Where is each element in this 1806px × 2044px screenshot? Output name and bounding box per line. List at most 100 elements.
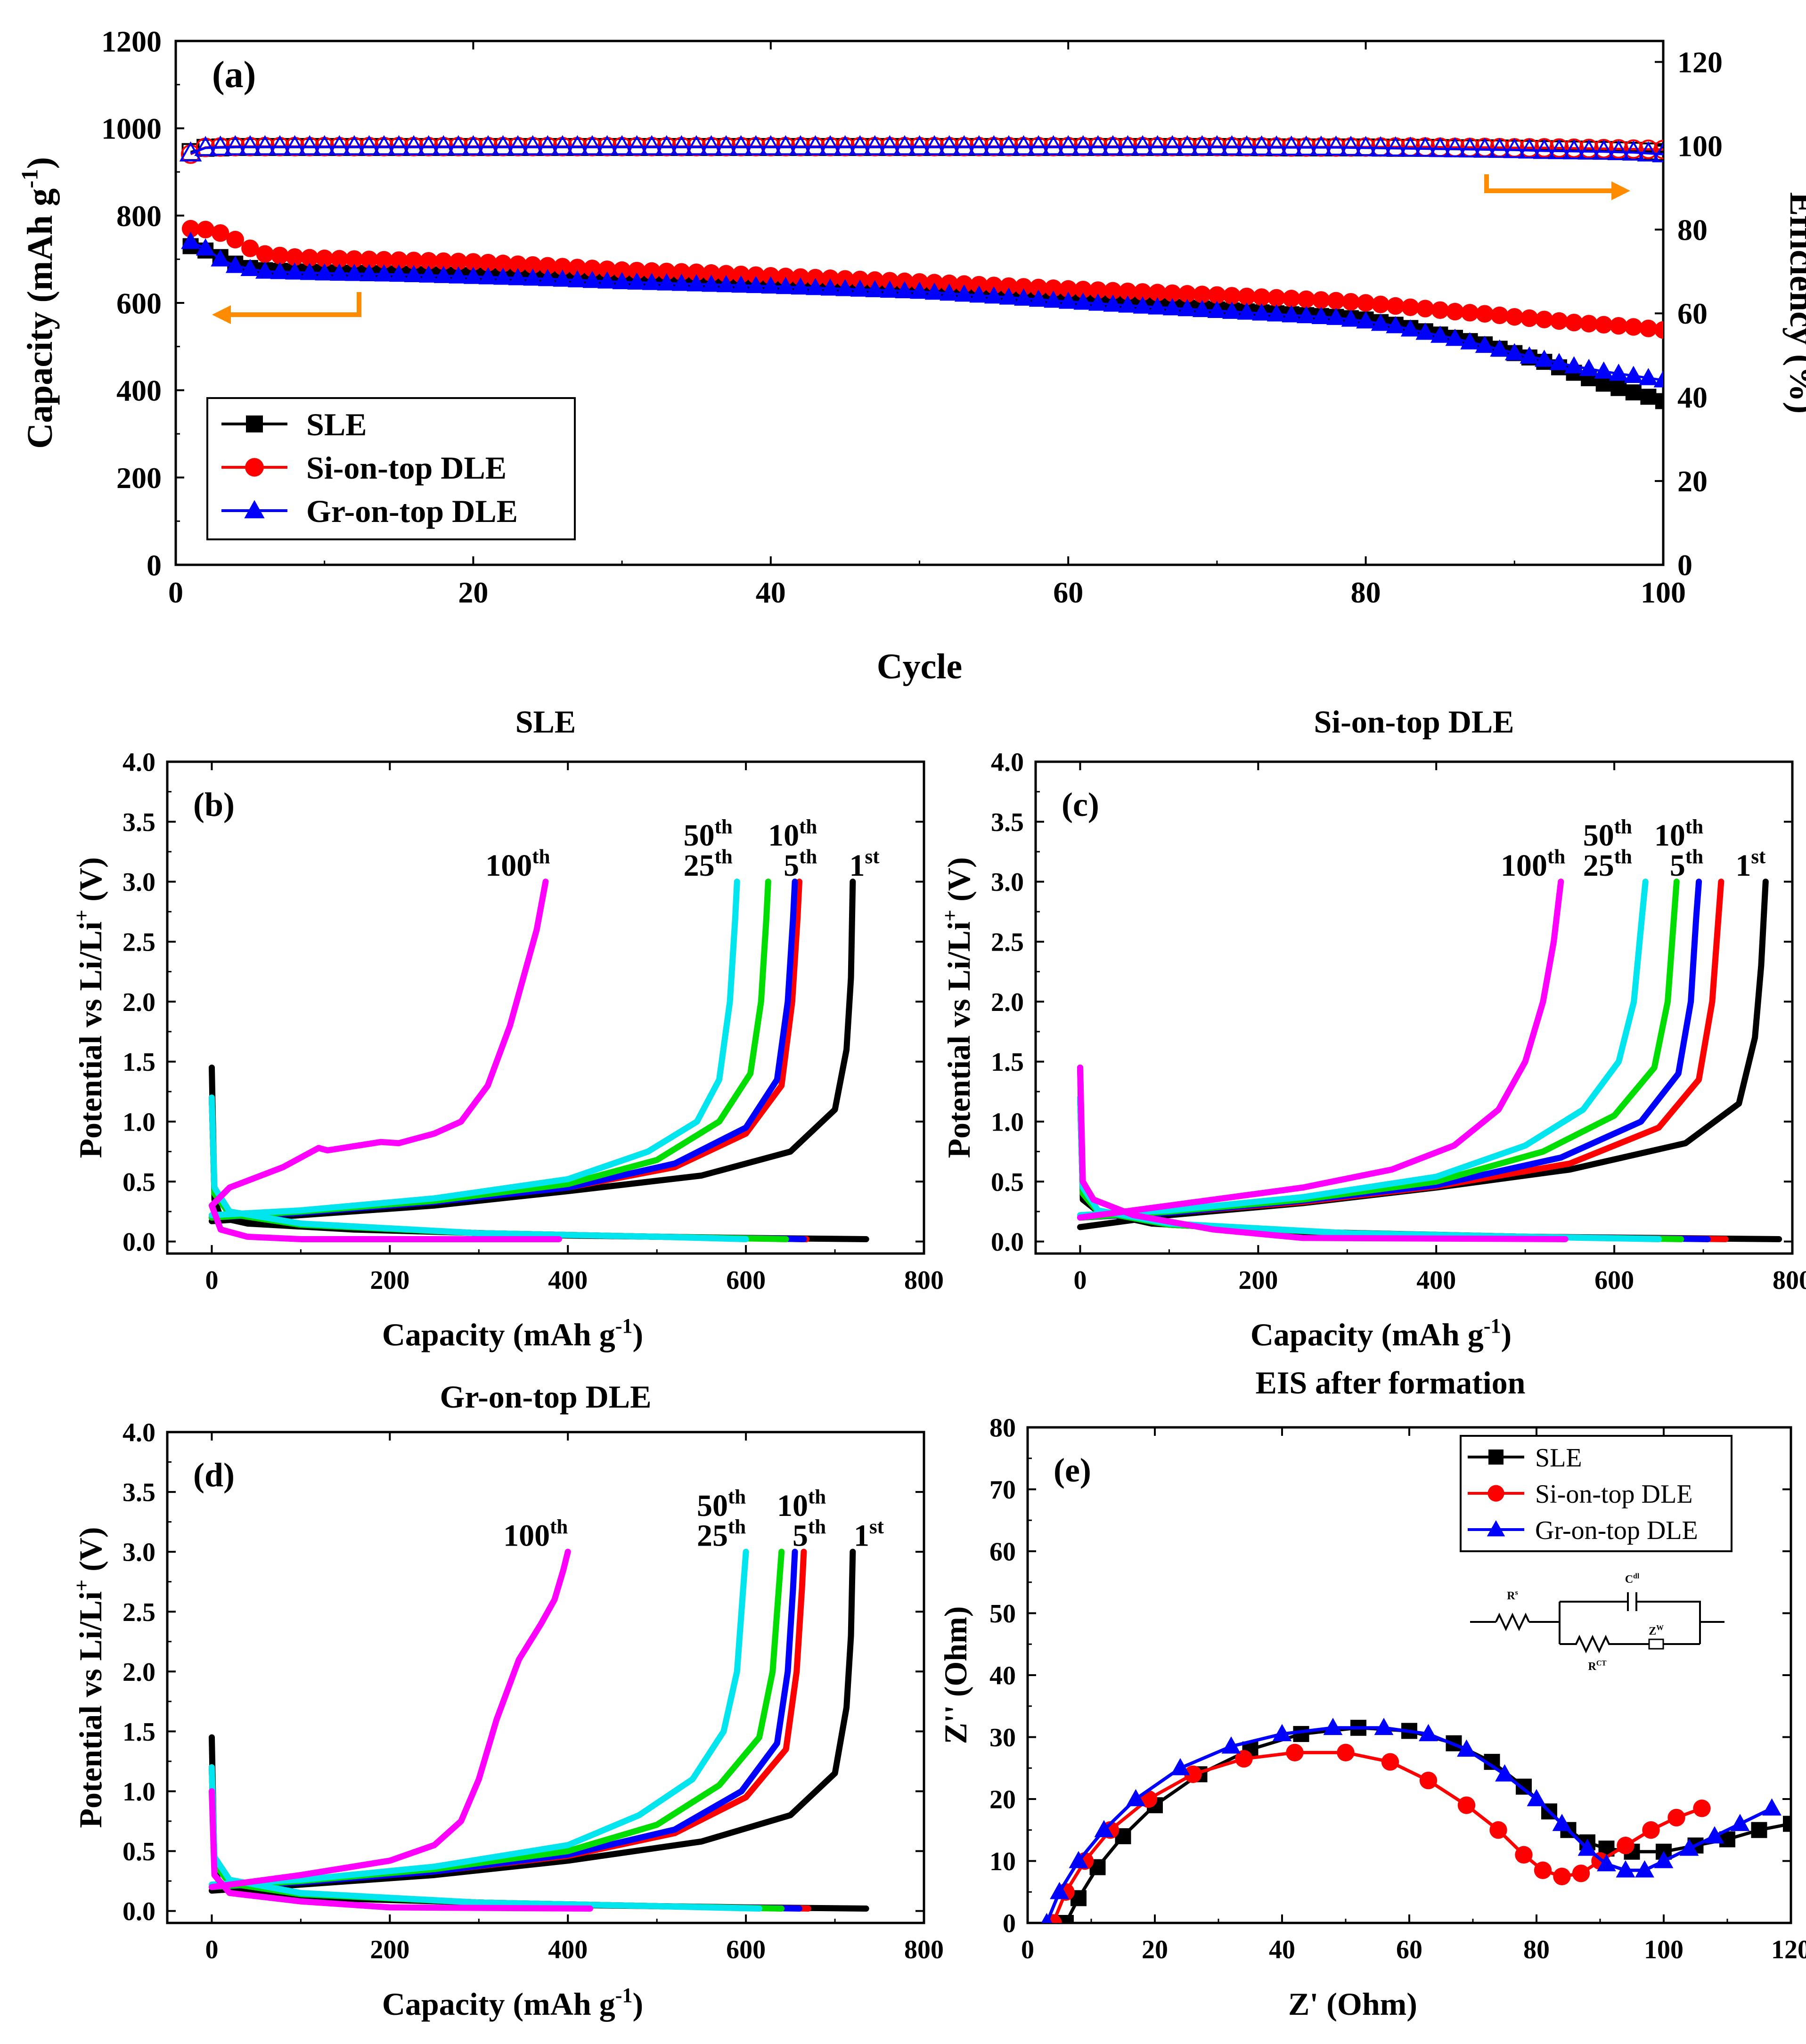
x-tick-label: 600 [1594, 1266, 1634, 1295]
plot-area [179, 135, 1663, 409]
data-point [226, 230, 244, 249]
cycle-label-sup: th [532, 846, 550, 868]
y-tick-label: 3.5 [123, 1478, 155, 1507]
discharge-curve [208, 1202, 562, 1242]
y-tick-label: 50 [989, 1599, 1016, 1629]
data-point [1475, 335, 1495, 353]
data-point [1609, 363, 1628, 381]
curve-50th [208, 879, 749, 1242]
label-zw-base: Z [1649, 1625, 1656, 1637]
data-point [1527, 1789, 1546, 1807]
y-tick-label: 60 [989, 1538, 1016, 1567]
x-tick-label: 40 [1269, 1935, 1295, 1964]
y-tick-label: 400 [116, 374, 162, 407]
y-tick-label: 4.0 [123, 748, 155, 777]
data-point [1400, 319, 1420, 337]
data-point [789, 135, 812, 155]
y-tick-label: 1000 [101, 112, 162, 146]
data-point [1624, 139, 1643, 159]
data-point [717, 265, 735, 283]
panel-title: SLE [515, 704, 576, 740]
data-point [1610, 317, 1627, 335]
cycle-label-sup: th [808, 1486, 826, 1508]
y-axis-title-base: Potential vs Li/Li [73, 1591, 108, 1828]
series-5 [179, 135, 1663, 163]
data-point [880, 280, 899, 298]
data-point [390, 251, 408, 269]
data-point [1252, 303, 1272, 321]
data-point [1635, 1860, 1654, 1878]
data-point [1044, 279, 1062, 297]
y2-tick-label: 80 [1677, 213, 1708, 246]
data-point [1014, 278, 1033, 296]
y-tick-label: 200 [116, 461, 162, 495]
data-point [1616, 1860, 1635, 1878]
data-point [345, 250, 363, 268]
data-point [449, 266, 468, 284]
data-point [509, 255, 527, 273]
charge-curve [208, 1548, 571, 1890]
charge-curve [208, 879, 802, 1221]
cycle-label-sup: th [1614, 846, 1632, 868]
data-point [1580, 315, 1598, 333]
data-point [1607, 140, 1630, 161]
data-point [1638, 139, 1659, 159]
cycle-label-base: 100 [1501, 848, 1547, 883]
series-line [1064, 1726, 1791, 1923]
data-point [1705, 1826, 1724, 1844]
data-point [686, 274, 706, 292]
data-point [536, 135, 559, 155]
data-point [1640, 389, 1657, 405]
label-rs-base: R [1507, 1590, 1515, 1602]
data-point [417, 135, 440, 155]
data-point [1222, 301, 1242, 319]
data-point [849, 135, 872, 155]
charge-curve [208, 879, 549, 1209]
x-tick-label: 80 [1523, 1935, 1550, 1964]
x-axis-title: Capacity (mAh g-1) [382, 1314, 643, 1352]
data-point [551, 135, 574, 155]
cycle-label: 1st [854, 1516, 884, 1553]
data-point [241, 239, 259, 257]
discharge-curve [208, 1094, 749, 1242]
x-axis-title-sup: -1 [1484, 1314, 1501, 1337]
y-axis-title-tail: ) [20, 157, 60, 169]
data-point [554, 258, 572, 276]
data-point [1595, 316, 1613, 334]
data-point [910, 281, 929, 299]
data-point [1655, 393, 1663, 409]
data-point [330, 250, 348, 268]
data-point [596, 135, 619, 155]
data-point [1446, 302, 1464, 321]
x-tick-label: 120 [1771, 1935, 1806, 1964]
discharge-curve [208, 1788, 593, 1912]
data-point [1146, 135, 1169, 155]
x-tick-label: 200 [370, 1935, 409, 1964]
data-point [1069, 1851, 1088, 1868]
data-point [225, 255, 245, 273]
cycle-label-sup: th [550, 1516, 568, 1538]
data-point [523, 268, 543, 286]
x-axis-title-sup: -1 [615, 1314, 633, 1337]
data-point [405, 252, 423, 269]
data-point [625, 135, 648, 155]
x-tick-label: 600 [726, 1935, 766, 1964]
data-point [1265, 135, 1288, 156]
data-point [343, 135, 366, 155]
data-point [1597, 1854, 1616, 1872]
data-point [1178, 285, 1196, 303]
data-point [1177, 299, 1197, 317]
data-point [1503, 138, 1526, 158]
data-point [253, 135, 277, 155]
data-point [923, 135, 946, 155]
data-point [1374, 1718, 1394, 1735]
x-tick-label: 400 [548, 1266, 588, 1295]
data-point [744, 135, 768, 155]
data-point [1131, 135, 1154, 155]
x-tick-label: 0 [205, 1935, 218, 1964]
x-axis-title-tail: ) [633, 1317, 644, 1352]
data-point [433, 266, 453, 283]
cycle-label: 5th [784, 846, 817, 883]
